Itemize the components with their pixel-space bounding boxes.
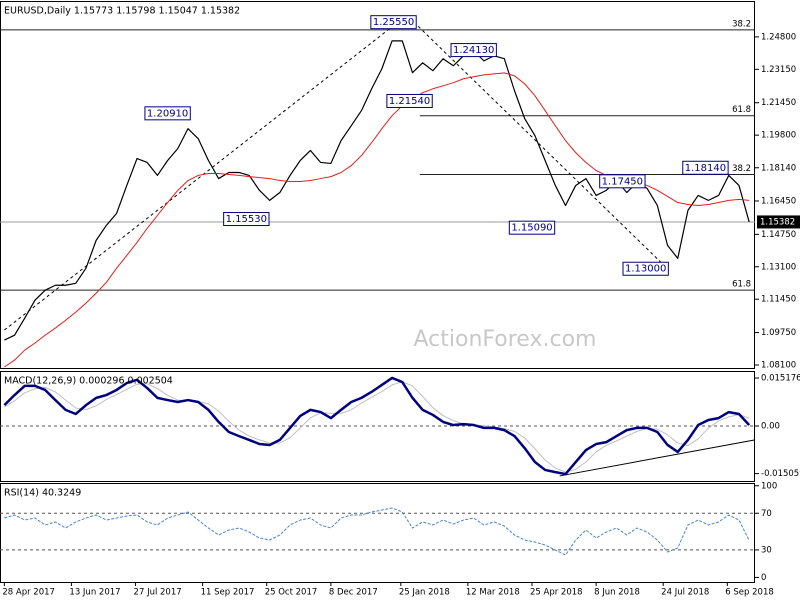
watermark: ActionForex.com (414, 327, 597, 352)
series-line (4, 507, 750, 556)
trendline (559, 439, 756, 477)
fib-label: 61.8 (732, 105, 751, 115)
x-tick-label: 13 Jun 2017 (69, 588, 120, 598)
trendline (4, 21, 399, 331)
y-tick-label: 0.00 (761, 422, 780, 432)
x-tick-label: 8 Jun 2018 (594, 588, 640, 598)
panel-title: EURUSD,Daily 1.15773 1.15798 1.15047 1.1… (4, 6, 240, 17)
annotation-label: 1.13000 (625, 264, 666, 275)
panel-frame (0, 483, 755, 583)
annotation-label: 1.15090 (511, 223, 552, 234)
last-price-box (757, 215, 800, 229)
annotation-label: 1.21540 (389, 96, 430, 107)
y-tick-label: 1.21450 (761, 98, 796, 108)
annotation-box (508, 220, 556, 235)
annotation-label: 1.24130 (453, 45, 494, 56)
y-tick-label: 1.23150 (761, 65, 796, 75)
panel-title: RSI(14) 40.3249 (4, 488, 81, 499)
trendline (413, 21, 668, 270)
y-tick-label: 1.18140 (761, 163, 796, 173)
x-tick-label: 6 Sep 2018 (725, 588, 773, 598)
fib-label: 38.2 (732, 164, 751, 174)
annotation-label: 1.17450 (602, 176, 643, 187)
annotation-label: 1.15530 (226, 214, 267, 225)
annotation-label: 1.18140 (685, 163, 726, 174)
series-line (3, 376, 751, 476)
annotation-box (622, 261, 669, 276)
x-tick-label: 25 Oct 2017 (265, 588, 318, 598)
y-tick-label: 1.16450 (761, 196, 796, 206)
fib-label: 61.8 (732, 280, 751, 290)
x-tick-label: 8 Dec 2017 (329, 588, 378, 598)
fib-label: 38.2 (732, 19, 751, 29)
annotation-label: 1.25550 (373, 17, 414, 28)
panel-frame (0, 1, 755, 369)
y-tick-label: -0.015059 (761, 469, 800, 479)
y-tick-label: 1.19800 (761, 131, 796, 141)
y-tick-label: 1.08100 (761, 361, 796, 371)
y-tick-label: 1.24800 (761, 32, 796, 42)
annotation-box (682, 160, 729, 175)
last-price-label: 1.15382 (760, 217, 795, 227)
y-tick-label: 30 (761, 545, 772, 555)
y-tick-label: 100 (761, 481, 777, 491)
annotation-box (370, 15, 417, 30)
y-tick-label: 1.11450 (761, 295, 796, 305)
y-tick-label: 1.13100 (761, 262, 796, 272)
x-tick-label: 25 Jan 2018 (399, 588, 450, 598)
x-tick-label: 27 Jul 2017 (134, 588, 182, 598)
x-tick-label: 28 Apr 2017 (2, 588, 55, 598)
series-line (4, 381, 750, 473)
x-tick-label: 12 Mar 2018 (466, 588, 520, 598)
x-tick-label: 11 Sep 2017 (201, 588, 255, 598)
annotation-label: 1.20910 (147, 108, 188, 119)
annotation-box (223, 212, 270, 227)
series-line (4, 40, 750, 341)
annotation-box (386, 93, 433, 108)
annotation-box (144, 106, 191, 121)
y-tick-label: 1.09750 (761, 328, 796, 338)
panel-title: MACD(12,26,9) 0.000296 0.002504 (4, 376, 173, 387)
annotation-box (599, 174, 646, 189)
x-tick-label: 24 Jul 2018 (661, 588, 709, 598)
x-tick-label: 25 Apr 2018 (530, 588, 583, 598)
annotation-box (450, 43, 497, 58)
y-tick-label: 1.14750 (761, 230, 796, 240)
y-tick-label: 0 (761, 573, 766, 583)
y-tick-label: 0.015176 (761, 374, 800, 384)
y-tick-label: 70 (761, 509, 772, 519)
